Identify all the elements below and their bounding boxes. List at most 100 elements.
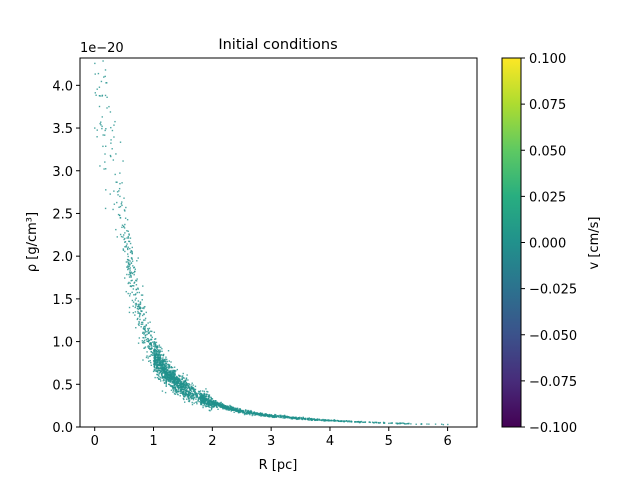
data-point <box>428 423 430 425</box>
data-point <box>198 398 201 400</box>
data-point <box>156 353 159 355</box>
data-point <box>115 228 117 231</box>
data-point <box>174 381 176 383</box>
data-point <box>150 364 153 366</box>
data-point <box>161 377 163 379</box>
data-point <box>138 304 140 306</box>
data-point <box>161 373 163 375</box>
data-point <box>169 375 172 377</box>
data-point <box>374 421 376 423</box>
data-point <box>283 417 285 419</box>
data-point <box>208 394 211 396</box>
data-point <box>227 408 229 411</box>
data-point <box>116 181 118 183</box>
data-point <box>126 219 129 221</box>
x-tick-label: 2 <box>208 434 216 449</box>
data-point <box>164 378 167 380</box>
data-point <box>179 379 182 381</box>
data-point <box>108 105 110 108</box>
data-point <box>265 413 268 416</box>
data-point <box>177 378 179 380</box>
data-point <box>129 242 132 245</box>
data-point <box>130 257 133 259</box>
data-point <box>142 327 145 330</box>
data-point <box>127 237 130 239</box>
data-point <box>396 423 398 425</box>
data-point <box>161 358 164 361</box>
data-point <box>126 265 129 267</box>
y-offset-label: 1e−20 <box>80 41 124 56</box>
data-point <box>131 251 133 253</box>
data-point <box>100 121 102 123</box>
data-point <box>116 236 118 238</box>
data-point <box>166 360 169 363</box>
data-point <box>159 350 162 352</box>
data-point <box>244 409 247 411</box>
data-point <box>154 354 156 356</box>
data-point <box>188 387 190 390</box>
data-point <box>170 361 172 363</box>
data-point <box>159 363 162 365</box>
data-point <box>196 403 198 405</box>
data-point <box>162 359 165 361</box>
data-point <box>139 301 142 303</box>
data-point <box>134 303 137 305</box>
data-point <box>142 285 144 287</box>
data-point <box>148 360 150 363</box>
data-point <box>291 418 294 420</box>
data-point <box>131 279 133 282</box>
data-point <box>307 418 309 421</box>
data-point <box>185 381 188 384</box>
data-point <box>217 403 219 406</box>
data-point <box>151 354 154 357</box>
data-point <box>233 411 235 414</box>
data-point <box>207 402 209 404</box>
data-point <box>131 252 133 254</box>
data-point <box>122 160 124 162</box>
data-point <box>125 290 127 293</box>
data-point <box>136 291 138 294</box>
data-point <box>154 358 157 360</box>
data-point <box>128 262 130 264</box>
data-point <box>210 408 213 411</box>
data-point <box>179 395 181 397</box>
colorbar-tick-label: 0.100 <box>529 52 566 67</box>
data-points <box>94 60 449 426</box>
data-point <box>172 373 174 375</box>
data-point <box>164 373 166 375</box>
data-point <box>153 365 156 367</box>
data-point <box>232 409 234 412</box>
data-point <box>157 348 159 351</box>
data-point <box>128 281 130 284</box>
data-point <box>179 388 181 390</box>
data-point <box>232 406 234 409</box>
data-point <box>192 384 194 386</box>
data-point <box>182 380 184 382</box>
data-point <box>124 232 126 234</box>
data-point <box>177 379 179 382</box>
data-point <box>216 402 218 404</box>
data-point <box>177 377 179 379</box>
data-point <box>124 241 127 243</box>
data-point <box>203 400 205 402</box>
data-point <box>165 380 167 382</box>
data-point <box>154 346 156 348</box>
data-point <box>156 365 158 367</box>
data-point <box>165 356 167 358</box>
data-point <box>280 416 282 418</box>
data-point <box>173 369 176 372</box>
data-point <box>164 358 167 360</box>
data-point <box>114 120 116 123</box>
data-point <box>202 401 204 403</box>
data-point <box>202 406 204 409</box>
data-point <box>180 388 182 391</box>
data-point <box>401 422 404 424</box>
data-point <box>404 423 406 425</box>
data-point <box>174 386 176 389</box>
data-point <box>94 127 96 129</box>
data-point <box>170 384 172 387</box>
data-point <box>157 374 159 376</box>
data-point <box>144 331 146 333</box>
data-point <box>105 168 107 170</box>
data-point <box>138 324 140 327</box>
